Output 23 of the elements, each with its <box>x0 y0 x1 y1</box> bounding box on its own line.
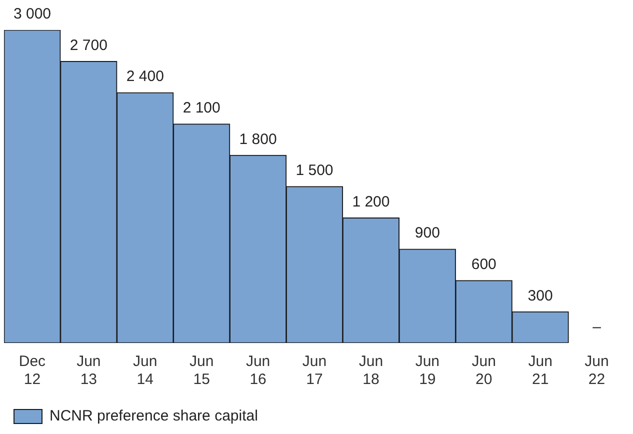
x-tick-label: Jun 22 <box>584 353 609 388</box>
x-tick-label: Jun 16 <box>246 353 270 388</box>
x-tick-label: Jun 15 <box>189 353 214 388</box>
legend-label: NCNR preference share capital <box>50 408 258 425</box>
x-tick-label: Jun 18 <box>358 353 384 388</box>
data-label: 300 <box>528 287 553 304</box>
text: – <box>592 318 601 336</box>
x-tick-label: Dec 12 <box>18 353 46 388</box>
data-label: 900 <box>414 224 440 242</box>
x-tick-label: Jun 21 <box>528 353 552 388</box>
data-label: 2 400 <box>126 68 164 86</box>
data-label: 600 <box>471 256 496 274</box>
data-label: 2 100 <box>182 100 220 117</box>
x-tick-label: Jun 14 <box>133 353 158 388</box>
data-label: 1 800 <box>239 130 277 148</box>
x-tick-label: Jun 17 <box>302 353 327 388</box>
data-label: 2 700 <box>70 36 108 54</box>
x-tick-label: Jun 19 <box>415 353 440 388</box>
x-tick-label: Jun 13 <box>76 353 101 388</box>
data-label: 1 200 <box>352 193 390 210</box>
data-label: 1 500 <box>296 162 334 180</box>
x-tick-label: Jun 20 <box>472 353 496 388</box>
data-label: 3 000 <box>13 6 51 23</box>
